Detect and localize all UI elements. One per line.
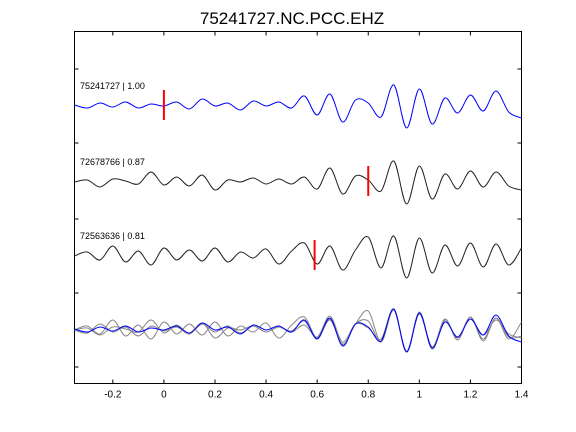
x-tick-label: 0.4: [259, 390, 273, 401]
overlay-trace-72563636: [74, 309, 522, 353]
y-axis-ticks: [74, 68, 522, 368]
trace-72563636: [74, 235, 522, 279]
trace-labels: 75241727 | 1.00 72678766 | 0.87 72563636 |…: [80, 81, 145, 241]
pick-markers: [162, 90, 370, 270]
trace-72678766: [74, 160, 522, 205]
x-tick-label: 1.2: [463, 390, 477, 401]
trace-75241727: [74, 84, 522, 129]
overlay-trace-primary: [74, 308, 522, 353]
chart-title: 75241727.NC.PCC.EHZ: [200, 9, 384, 28]
trace-label-75241727: 75241727 | 1.00: [80, 81, 145, 91]
x-tick-label: 0.2: [208, 390, 222, 401]
trace-label-72678766: 72678766 | 0.87: [80, 157, 145, 167]
x-tick-label: 0.6: [310, 390, 324, 401]
waveform-traces: [74, 84, 522, 353]
x-tick-label: 0: [161, 390, 167, 401]
x-tick-label: 1.4: [515, 390, 529, 401]
x-tick-label: 0.8: [361, 390, 375, 401]
x-tick-label: -0.2: [104, 390, 122, 401]
x-tick-label: 1: [417, 390, 423, 401]
trace-label-72563636: 72563636 | 0.81: [80, 231, 145, 241]
x-axis-ticks: -0.2 0 0.2 0.4 0.6 0.8 1 1.2 1.4: [104, 31, 529, 401]
